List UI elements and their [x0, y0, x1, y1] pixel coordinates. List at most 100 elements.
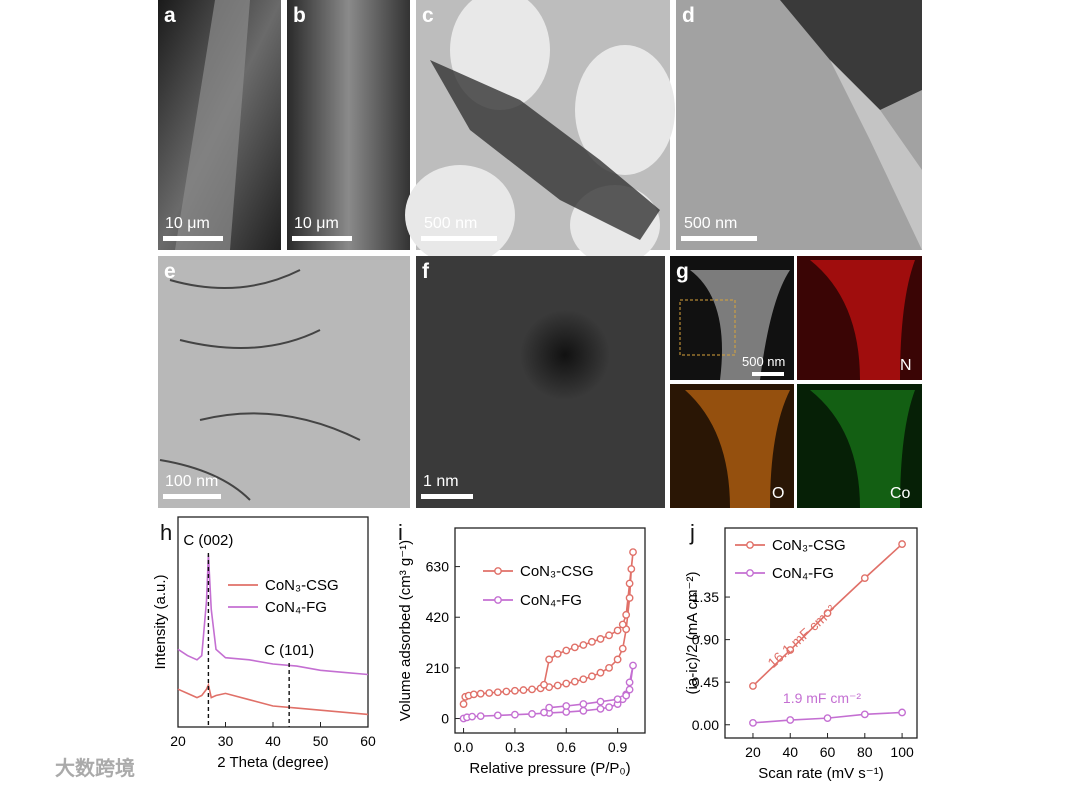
- x-tick-label: 0.3: [505, 739, 525, 755]
- data-point: [459, 700, 468, 708]
- x-tick-label: 20: [745, 744, 761, 760]
- data-point: [786, 646, 795, 654]
- y-axis-label: Volume adsorbed (cm³ g⁻¹): [397, 540, 414, 721]
- data-point: [579, 700, 588, 708]
- x-axis-label: 2 Theta (degree): [217, 754, 328, 771]
- data-point: [625, 678, 634, 687]
- x-axis-label: Scan rate (mV s⁻¹): [758, 765, 883, 782]
- y-tick-label: 0.90: [692, 632, 719, 648]
- data-point: [493, 688, 502, 697]
- panel-letter: i: [398, 520, 403, 545]
- scale-label: 500 nm: [742, 354, 785, 369]
- x-tick-label: 40: [265, 733, 281, 749]
- data-point: [511, 710, 519, 719]
- data-point: [749, 682, 757, 690]
- panel-e: e 100 nm: [158, 256, 410, 508]
- data-point: [519, 686, 528, 694]
- scale-label: 10 μm: [294, 215, 339, 232]
- watermark: 大数跨境: [55, 756, 135, 780]
- legend-marker: [746, 541, 754, 549]
- data-point: [553, 681, 562, 690]
- annotation: 1.9 mF cm⁻²: [783, 690, 862, 706]
- data-point: [511, 686, 519, 695]
- data-point: [860, 710, 869, 719]
- x-tick-label: 50: [313, 733, 329, 749]
- data-point: [570, 643, 579, 652]
- annotation: C (002): [183, 532, 233, 549]
- legend-label: CoN₃-CSG: [772, 537, 846, 554]
- data-point: [476, 712, 485, 721]
- scale-label: 100 nm: [165, 473, 218, 490]
- data-point: [622, 691, 631, 700]
- data-point: [540, 680, 548, 689]
- data-point: [553, 649, 562, 658]
- legend-label: CoN₃-CSG: [265, 577, 339, 594]
- data-point: [625, 579, 634, 588]
- data-point: [596, 704, 605, 713]
- panel-letter: g: [676, 260, 689, 283]
- plot-frame: [724, 527, 918, 739]
- element-label: Co: [890, 485, 911, 502]
- panel-b: b 10 μm: [287, 0, 410, 250]
- scale-label: 10 μm: [165, 215, 210, 232]
- data-point: [749, 718, 757, 727]
- data-point: [493, 711, 502, 720]
- legend-marker: [746, 569, 754, 577]
- data-point: [562, 646, 571, 655]
- annotation: C (101): [264, 642, 314, 659]
- data-point: [613, 695, 622, 704]
- data-point: [629, 661, 637, 670]
- data-point: [605, 631, 613, 640]
- data-point: [786, 716, 795, 724]
- y-tick-label: 210: [426, 660, 450, 676]
- data-point: [605, 663, 613, 672]
- data-point: [618, 644, 627, 653]
- panel-c: c 500 nm: [405, 0, 675, 265]
- legend-label: CoN₄-FG: [265, 599, 327, 616]
- data-point: [625, 685, 634, 694]
- data-point: [540, 708, 548, 717]
- data-point: [476, 689, 485, 698]
- data-point: [596, 668, 605, 677]
- series-line: [177, 554, 369, 676]
- data-point: [605, 703, 613, 712]
- x-tick-label: 20: [170, 733, 186, 749]
- panel-letter: a: [164, 4, 176, 27]
- x-tick-label: 60: [820, 744, 836, 760]
- panel-letter: j: [689, 520, 695, 545]
- data-point: [596, 635, 605, 643]
- x-tick-label: 100: [890, 744, 914, 760]
- x-tick-label: 0.6: [557, 739, 577, 755]
- data-point: [860, 574, 869, 583]
- panel-letter: f: [422, 260, 430, 283]
- chart-h: h 2 Theta (degree) Intensity (a.u.) 20 30 40 5…: [152, 516, 376, 771]
- chart-j: j Scan rate (mV s⁻¹) (ia-ic)/2 (mA cm⁻²) 20…: [684, 520, 918, 782]
- data-point: [588, 672, 596, 681]
- y-axis-label: Intensity (a.u.): [152, 574, 169, 669]
- data-point: [562, 679, 571, 688]
- panel-f: f 1 nm: [416, 256, 665, 508]
- data-point: [469, 690, 478, 699]
- x-tick-label: 40: [782, 744, 798, 760]
- data-point: [485, 689, 494, 697]
- y-tick-label: 1.35: [692, 589, 719, 605]
- y-tick-label: 0: [441, 711, 449, 727]
- y-tick-label: 0.45: [692, 674, 719, 690]
- scale-label: 500 nm: [684, 215, 737, 232]
- data-point: [545, 703, 554, 712]
- data-point: [588, 637, 596, 646]
- element-label: N: [900, 357, 912, 374]
- panel-letter: b: [293, 4, 306, 27]
- x-tick-label: 60: [360, 733, 376, 749]
- panel-letter: e: [164, 260, 176, 283]
- legend-marker: [494, 596, 502, 604]
- data-point: [579, 675, 588, 684]
- data-point: [562, 702, 571, 710]
- panel-letter: d: [682, 4, 695, 27]
- x-tick-label: 0.9: [608, 739, 628, 755]
- panel-g: g 500 nm N O Co: [670, 256, 922, 508]
- y-tick-label: 420: [426, 609, 450, 625]
- panel-letter: h: [160, 520, 172, 545]
- data-point: [596, 697, 605, 706]
